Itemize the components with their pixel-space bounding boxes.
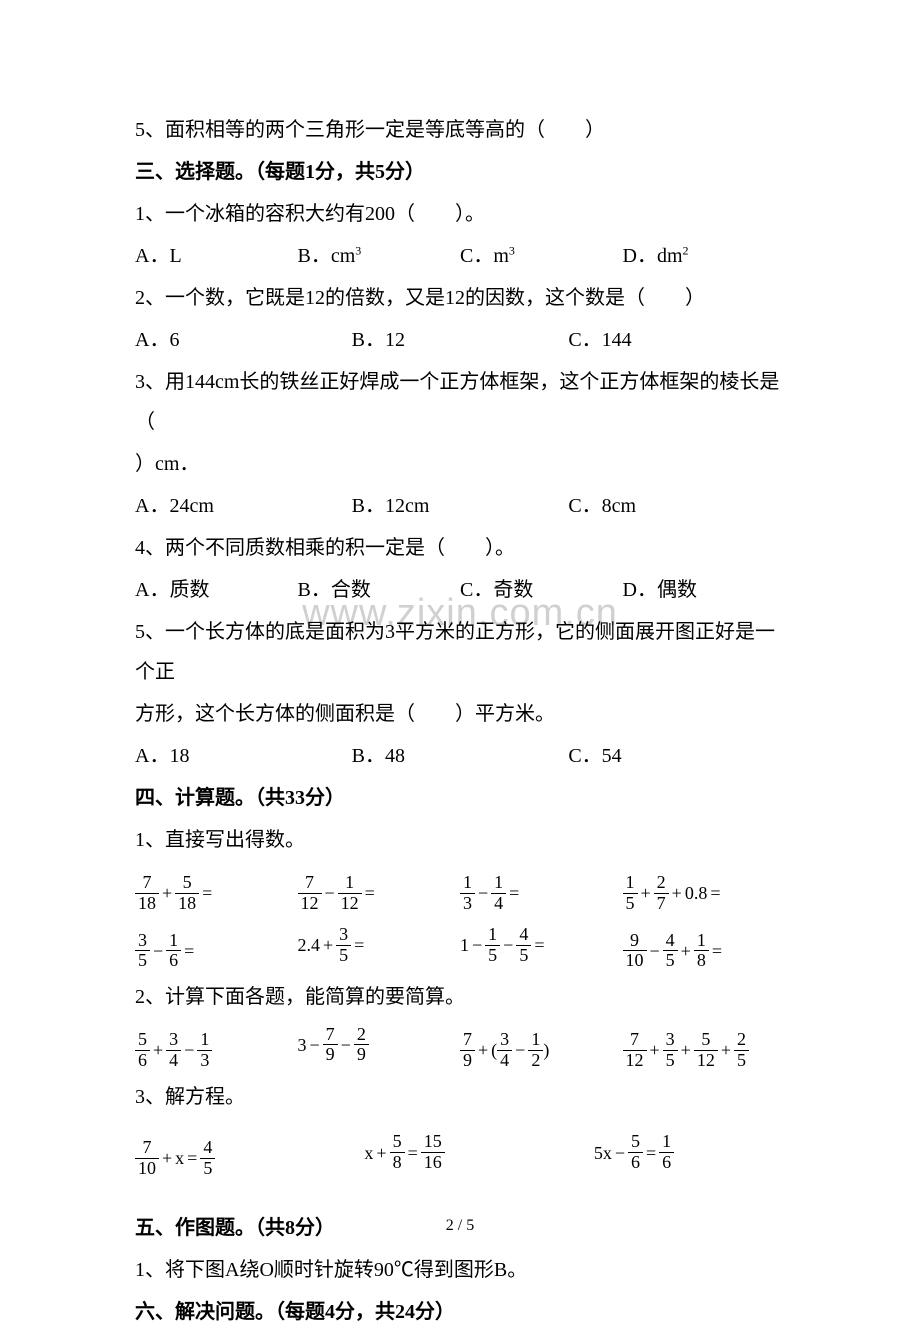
section4-title: 四、计算题。（共33分） bbox=[135, 778, 785, 818]
page-content: 5、面积相等的两个三角形一定是等底等高的（ ） 三、选择题。（每题1分，共5分）… bbox=[135, 110, 785, 1332]
s3-q3-opt-b: B．12cm bbox=[352, 486, 569, 526]
s3-q2-opt-a: A．6 bbox=[135, 320, 352, 360]
s3-q5-opt-b: B．48 bbox=[352, 736, 569, 776]
s3-q5-opt-c: C．54 bbox=[568, 736, 785, 776]
frac-r3c3: 79 + ( 34 − 12 ) bbox=[460, 1019, 623, 1071]
s3-q3-opt-c: C．8cm bbox=[568, 486, 785, 526]
s3-q4-opt-a: A．质数 bbox=[135, 570, 298, 610]
s3-q1-opt-c: C．m3 bbox=[460, 236, 623, 276]
frac-r1c2: 712 − 112 = bbox=[298, 862, 461, 914]
frac-r3c4: 712 + 35 + 512 + 25 bbox=[623, 1019, 786, 1071]
frac-row-1: 718 + 518 = 712 − 112 = 13 − 14 = bbox=[135, 862, 785, 914]
s3-q4-opt-c: C．奇数 bbox=[460, 570, 623, 610]
section5-title: 五、作图题。（共8分） bbox=[135, 1208, 785, 1248]
section3-title: 三、选择题。（每题1分，共5分） bbox=[135, 152, 785, 192]
s3-q2-opt-c: C．144 bbox=[568, 320, 785, 360]
frac-r4c1: 710 + x = 45 bbox=[135, 1127, 364, 1179]
frac-r2c4: 910 − 45 + 18 = bbox=[623, 920, 786, 972]
s3-q4-opt-d: D．偶数 bbox=[623, 570, 786, 610]
frac-row-2: 35 − 16 = 2.4 + 35 = 1 − 15 − 45 = bbox=[135, 920, 785, 972]
frac-r2c2: 2.4 + 35 = bbox=[298, 925, 461, 966]
s3-q5-options: A．18 B．48 C．54 bbox=[135, 736, 785, 776]
s3-q4-options: A．质数 B．合数 C．奇数 D．偶数 bbox=[135, 570, 785, 610]
judge-q5: 5、面积相等的两个三角形一定是等底等高的（ ） bbox=[135, 110, 785, 150]
s3-q5-line1: 5、一个长方体的底是面积为3平方米的正方形，它的侧面展开图正好是一个正 bbox=[135, 612, 785, 692]
s3-q1-options: A．L B．cm3 C．m3 D．dm2 bbox=[135, 236, 785, 276]
s3-q1-opt-a: A．L bbox=[135, 236, 298, 276]
s3-q4-opt-b: B．合数 bbox=[298, 570, 461, 610]
frac-r4c3: 5x − 56 = 16 bbox=[594, 1132, 785, 1173]
s3-q5-opt-a: A．18 bbox=[135, 736, 352, 776]
s3-q3-options: A．24cm B．12cm C．8cm bbox=[135, 486, 785, 526]
s3-q2-opt-b: B．12 bbox=[352, 320, 569, 360]
s3-q3-opt-a: A．24cm bbox=[135, 486, 352, 526]
s3-q2-options: A．6 B．12 C．144 bbox=[135, 320, 785, 360]
s3-q1-opt-b: B．cm3 bbox=[298, 236, 461, 276]
frac-r2c3: 1 − 15 − 45 = bbox=[460, 925, 623, 966]
frac-row-4: 710 + x = 45 x + 58 = 1516 5x − 56 = 16 bbox=[135, 1127, 785, 1179]
s3-q1: 1、一个冰箱的容积大约有200（ ）。 bbox=[135, 194, 785, 234]
s3-q2: 2、一个数，它既是12的倍数，又是12的因数，这个数是（ ） bbox=[135, 278, 785, 318]
s3-q4: 4、两个不同质数相乘的积一定是（ ）。 bbox=[135, 528, 785, 568]
frac-r3c1: 56 + 34 − 13 bbox=[135, 1019, 298, 1071]
frac-r3c2: 3 − 79 − 29 bbox=[298, 1025, 461, 1066]
s3-q3-line1: 3、用144cm长的铁丝正好焊成一个正方体框架，这个正方体框架的棱长是（ bbox=[135, 362, 785, 442]
s3-q3-line2: ）cm． bbox=[135, 444, 785, 484]
s4-p1: 1、直接写出得数。 bbox=[135, 820, 785, 860]
frac-r1c1: 718 + 518 = bbox=[135, 862, 298, 914]
frac-r1c4: 15 + 27 + 0.8 = bbox=[623, 862, 786, 914]
s3-q5-line2: 方形，这个长方体的侧面积是（ ）平方米。 bbox=[135, 694, 785, 734]
frac-r2c1: 35 − 16 = bbox=[135, 920, 298, 972]
s4-p3: 3、解方程。 bbox=[135, 1077, 785, 1117]
section6-title: 六、解决问题。（每题4分，共24分） bbox=[135, 1292, 785, 1332]
frac-row-3: 56 + 34 − 13 3 − 79 − 29 79 + ( 34 − bbox=[135, 1019, 785, 1071]
frac-r1c3: 13 − 14 = bbox=[460, 862, 623, 914]
s3-q1-opt-d: D．dm2 bbox=[623, 236, 786, 276]
s5-q1: 1、将下图A绕O顺时针旋转90℃得到图形B。 bbox=[135, 1250, 785, 1290]
frac-r4c2: x + 58 = 1516 bbox=[364, 1132, 593, 1173]
s4-p2: 2、计算下面各题，能简算的要简算。 bbox=[135, 977, 785, 1017]
